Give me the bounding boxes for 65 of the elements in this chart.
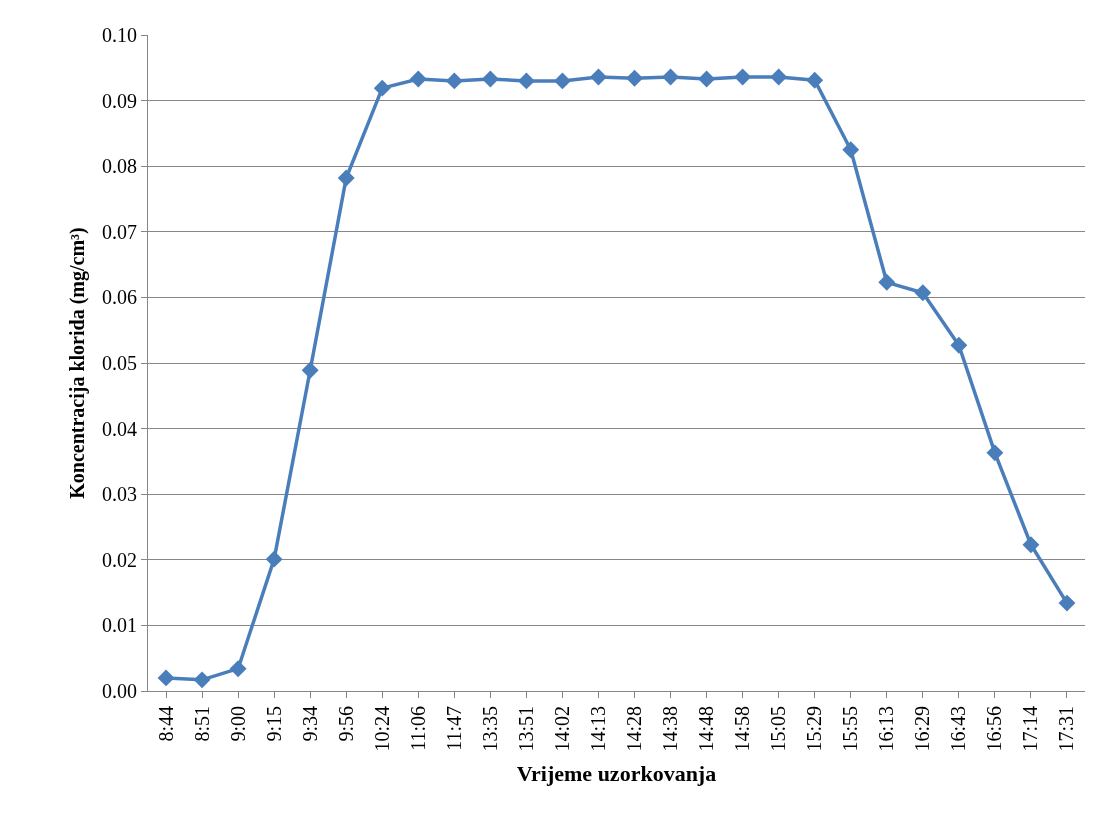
x-tick-label: 10:24 bbox=[370, 706, 393, 752]
x-tick-label: 17:14 bbox=[1019, 706, 1042, 752]
x-tick-label: 15:05 bbox=[767, 706, 790, 752]
x-tick-label: 14:48 bbox=[695, 706, 718, 752]
y-tick-label: 0.10 bbox=[102, 24, 137, 46]
x-tick-label: 16:29 bbox=[911, 706, 934, 752]
x-tick-label: 15:55 bbox=[839, 706, 862, 752]
point bbox=[481, 70, 499, 88]
x-tick-label: 9:15 bbox=[262, 706, 285, 742]
point bbox=[337, 169, 355, 187]
x-tick-label: 13:35 bbox=[478, 706, 501, 752]
y-tick-label: 0.02 bbox=[102, 548, 137, 571]
point bbox=[914, 284, 932, 302]
x-tick-label: 14:13 bbox=[586, 706, 609, 752]
point bbox=[662, 68, 680, 86]
point bbox=[950, 336, 968, 354]
point bbox=[517, 72, 535, 90]
point bbox=[193, 671, 211, 689]
x-tick-label: 16:43 bbox=[947, 706, 970, 752]
point bbox=[157, 669, 175, 687]
point bbox=[986, 444, 1004, 462]
x-tick-label: 8:51 bbox=[190, 706, 213, 742]
point bbox=[698, 70, 716, 88]
y-tick-label: 0.04 bbox=[102, 417, 137, 440]
x-tick-label: 14:28 bbox=[623, 706, 646, 752]
y-tick-label: 0.05 bbox=[102, 352, 137, 374]
x-tick-label: 11:06 bbox=[406, 706, 429, 751]
point bbox=[553, 72, 571, 90]
y-tick-label: 0.08 bbox=[102, 155, 137, 178]
y-tick-label: 0.00 bbox=[102, 680, 137, 702]
point bbox=[806, 71, 824, 89]
point bbox=[1022, 536, 1040, 554]
y-axis-title: Koncentracija klorida (mg/cm³) bbox=[65, 227, 89, 499]
point bbox=[842, 141, 860, 159]
x-tick-label: 9:56 bbox=[334, 706, 357, 742]
y-tick-label: 0.01 bbox=[102, 614, 137, 637]
x-tick-label: 16:56 bbox=[983, 706, 1006, 752]
x-tick-label: 13:51 bbox=[514, 706, 537, 752]
point bbox=[445, 72, 463, 90]
x-tick-label: 14:58 bbox=[731, 706, 754, 752]
y-tick-label: 0.07 bbox=[102, 220, 137, 243]
point bbox=[409, 70, 427, 88]
x-tick-label: 15:29 bbox=[803, 706, 826, 752]
x-tick-label: 16:13 bbox=[875, 706, 898, 752]
point bbox=[265, 550, 283, 568]
x-tick-label: 14:38 bbox=[659, 706, 682, 752]
point bbox=[373, 79, 391, 97]
x-tick-label: 8:44 bbox=[154, 706, 177, 742]
point bbox=[734, 68, 752, 86]
point bbox=[770, 68, 788, 86]
point bbox=[301, 361, 319, 379]
point bbox=[626, 69, 643, 87]
point bbox=[590, 68, 607, 86]
x-tick-label: 9:00 bbox=[226, 706, 249, 742]
x-tick-label: 9:34 bbox=[298, 706, 321, 742]
point bbox=[229, 660, 247, 678]
x-tick-label: 17:31 bbox=[1055, 706, 1078, 752]
y-tick-label: 0.03 bbox=[102, 483, 137, 506]
point bbox=[1058, 594, 1076, 612]
y-tick-label: 0.09 bbox=[102, 89, 137, 112]
x-tick-label: 14:02 bbox=[550, 706, 573, 752]
y-tick-label: 0.06 bbox=[102, 286, 137, 309]
x-axis-title: Vrijeme uzorkovanja bbox=[516, 761, 717, 787]
x-tick-label: 11:47 bbox=[442, 706, 465, 751]
point bbox=[878, 273, 896, 291]
